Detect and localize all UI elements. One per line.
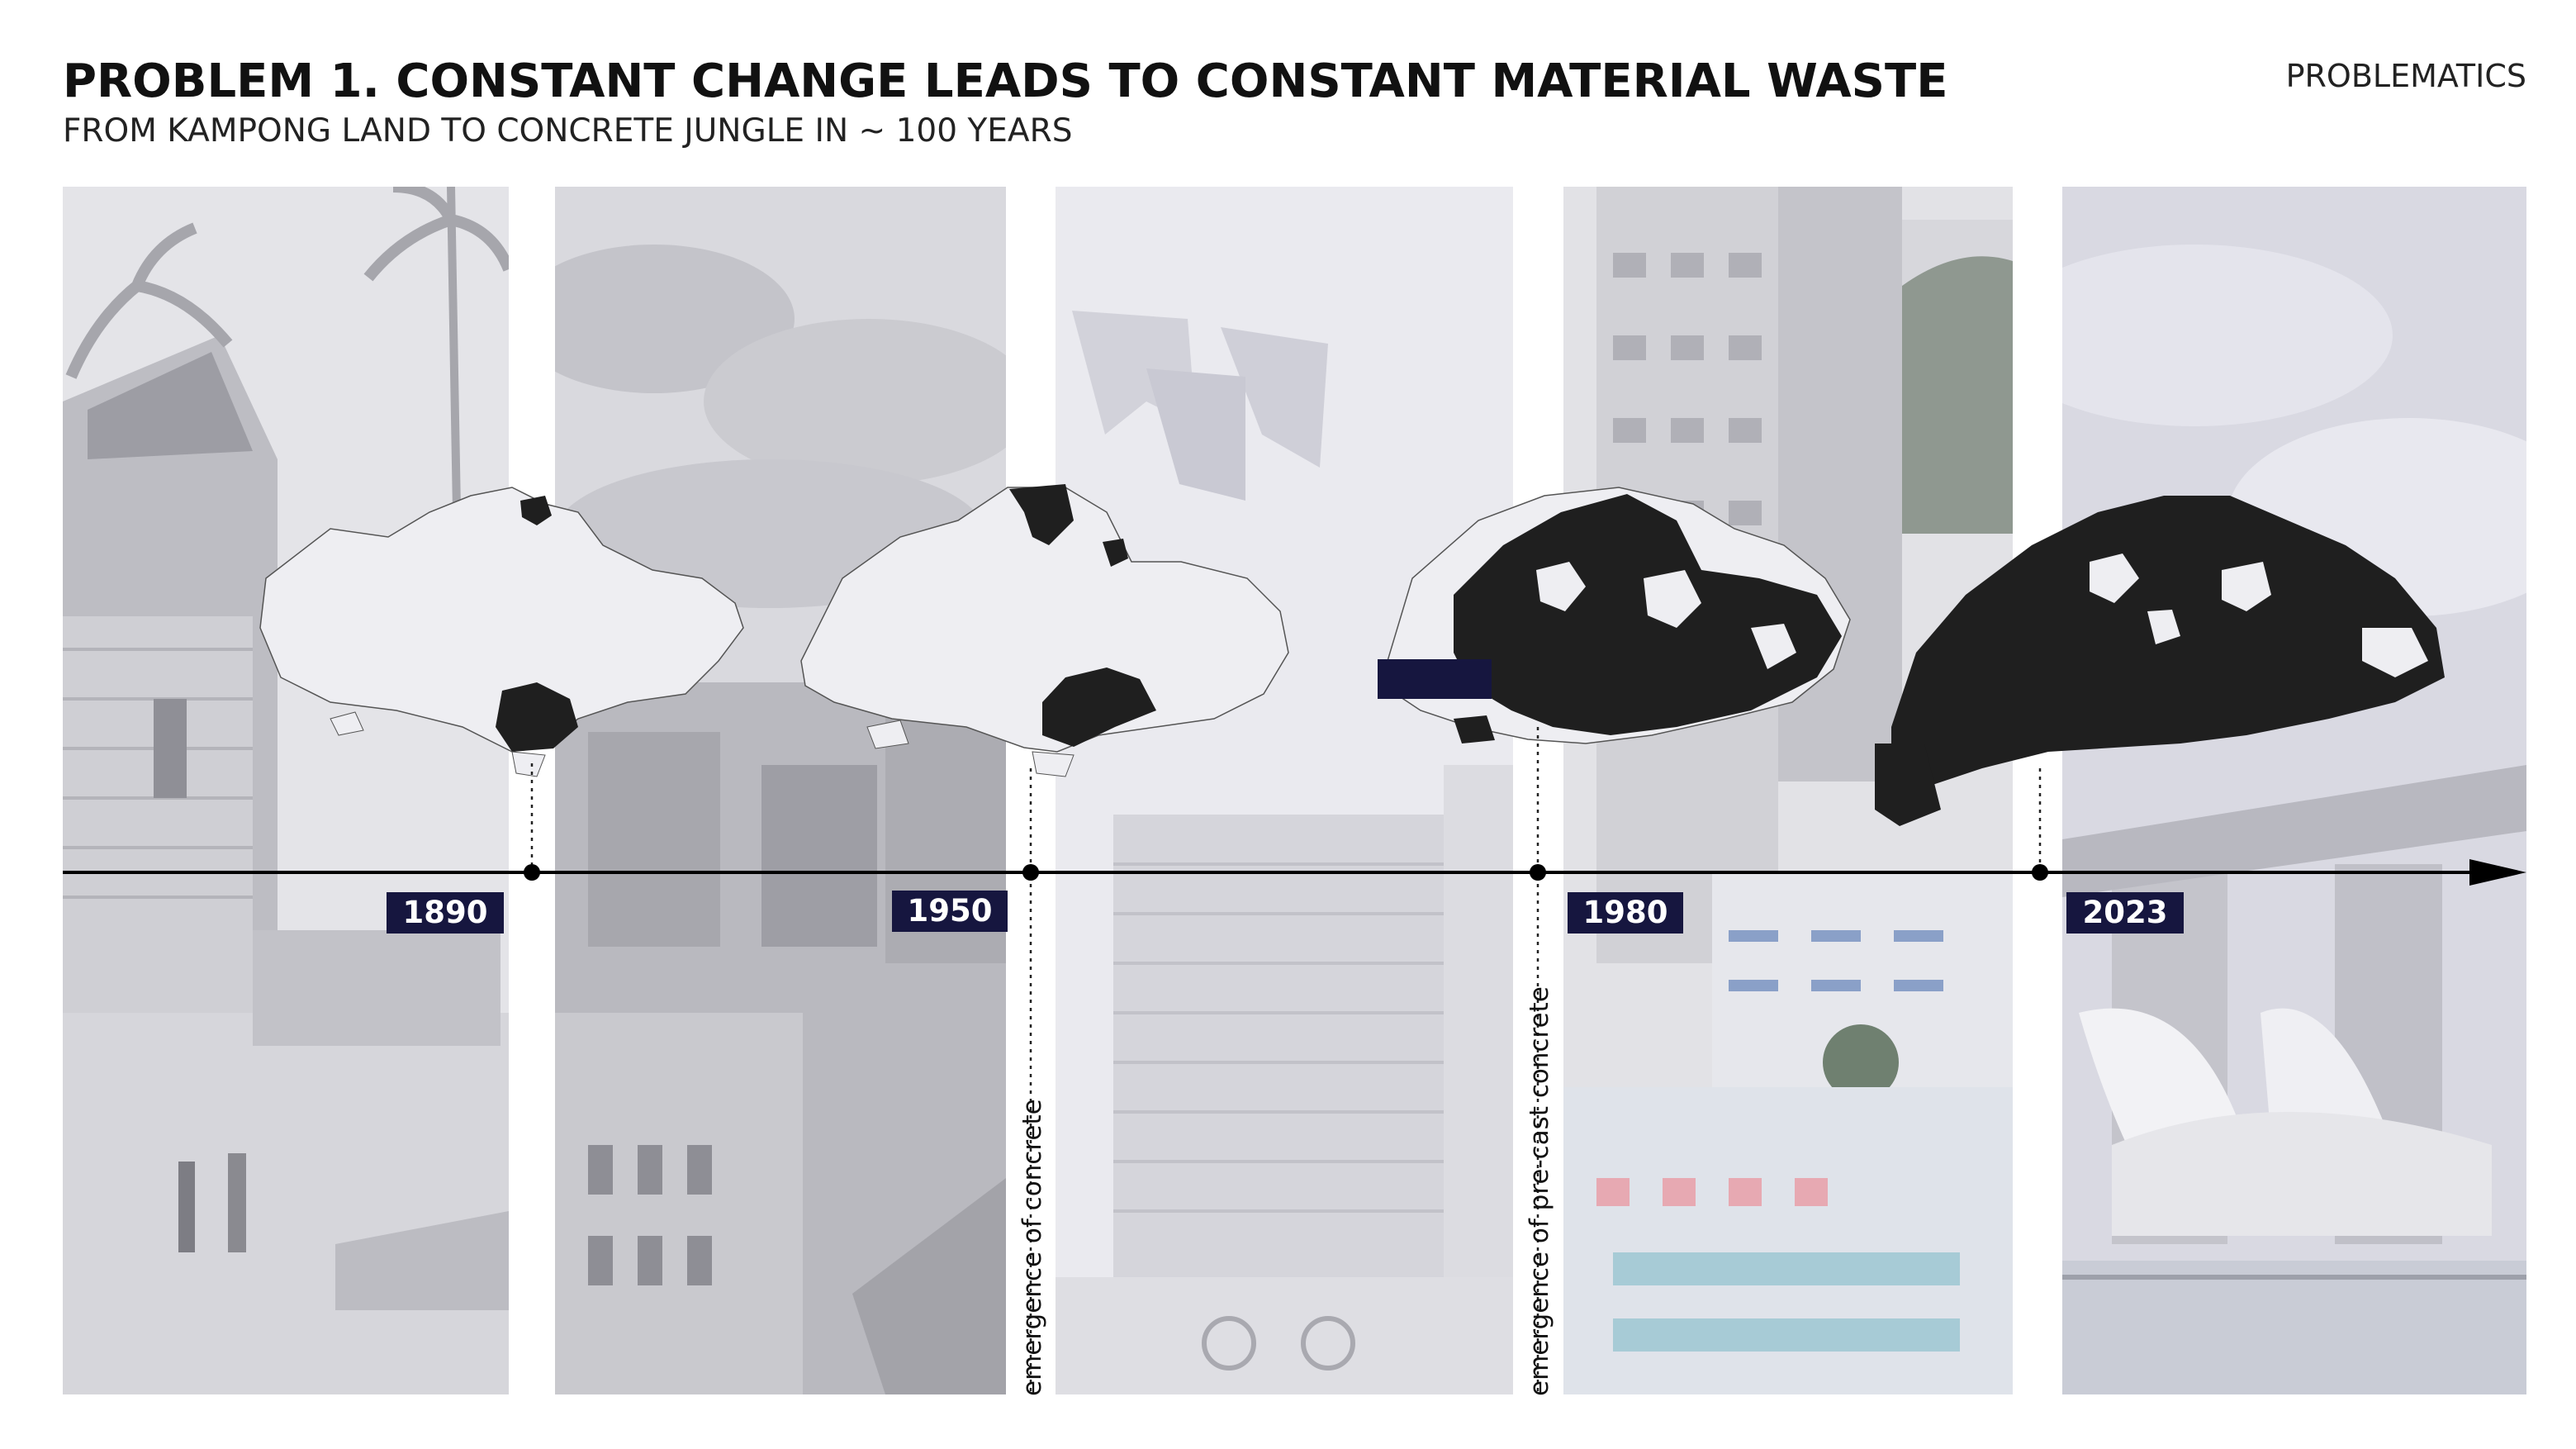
page-subtitle: FROM KAMPONG LAND TO CONCRETE JUNGLE IN …: [63, 112, 1073, 150]
redacted-label-block: [1378, 659, 1492, 699]
singapore-map-1950: [800, 484, 1289, 777]
early-flats-photo-illustration: [1056, 187, 1513, 1394]
singapore-map-2023: [1875, 496, 2445, 826]
page-title: PROBLEM 1. CONSTANT CHANGE LEADS TO CONS…: [63, 55, 1948, 108]
singapore-map-1980: [1387, 487, 1851, 744]
colonial-town-photo-illustration: [555, 187, 1006, 1394]
kampong-photo-illustration: [63, 187, 509, 1394]
milestone-dot-2023: [2032, 864, 2048, 881]
year-badge-1980: 1980: [1568, 892, 1683, 934]
year-badge-1890: 1890: [387, 892, 504, 934]
photo-panel-kampong: [63, 187, 509, 1394]
year-badge-2023: 2023: [2066, 892, 2184, 934]
milestone-dot-1890: [524, 864, 540, 881]
milestone-dot-1950: [1022, 864, 1039, 881]
annotation-emergence-of-precast-concrete: emergence of pre-cast concrete: [1525, 986, 1554, 1396]
annotation-emergence-of-concrete: emergence of concrete: [1018, 1099, 1047, 1396]
singapore-map-1890: [259, 487, 744, 777]
photo-panel-early-flats: [1056, 187, 1513, 1394]
year-badge-1950: 1950: [892, 891, 1008, 932]
milestone-dot-1980: [1530, 864, 1546, 881]
timeline-arrowhead: [2469, 859, 2526, 886]
section-label: PROBLEMATICS: [2285, 58, 2526, 94]
photo-panel-hdb-blocks: [1563, 187, 2013, 1394]
photo-panel-colonial-town: [555, 187, 1006, 1394]
hdb-blocks-photo-illustration: [1563, 187, 2013, 1394]
